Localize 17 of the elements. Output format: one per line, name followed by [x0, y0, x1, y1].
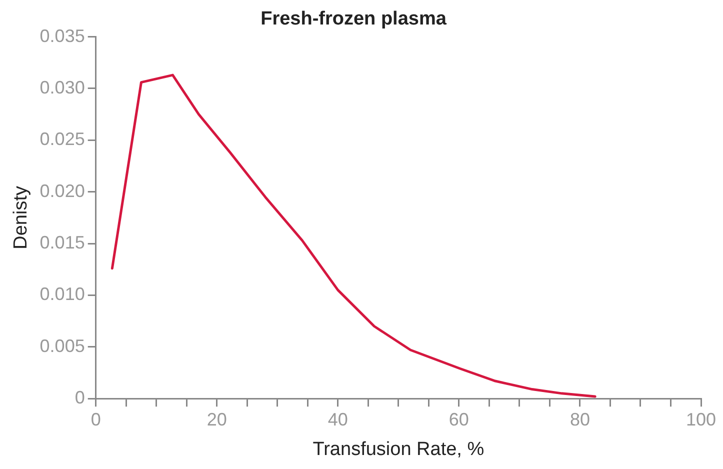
y-tick-label: 0.030	[40, 77, 85, 98]
y-tick-label: 0	[74, 388, 85, 408]
chart-title: Fresh-frozen plasma	[260, 8, 447, 30]
x-tick-label: 80	[570, 409, 590, 430]
y-tick-label: 0.035	[40, 26, 85, 46]
y-tick-label: 0.005	[40, 336, 85, 356]
x-tick-label: 60	[448, 409, 469, 430]
x-axis-title: Transfusion Rate, %	[312, 438, 484, 460]
x-tick-label: 40	[328, 409, 348, 430]
y-axis-title: Denisty	[10, 186, 32, 250]
x-tick-label: 100	[686, 409, 716, 430]
x-tick-label: 20	[206, 409, 227, 430]
y-tick-label: 0.010	[40, 284, 85, 304]
y-tick-label: 0.015	[40, 232, 85, 253]
y-tick-label: 0.025	[40, 129, 85, 150]
x-tick-label: 0	[90, 409, 101, 430]
y-tick-label: 0.020	[40, 180, 85, 201]
